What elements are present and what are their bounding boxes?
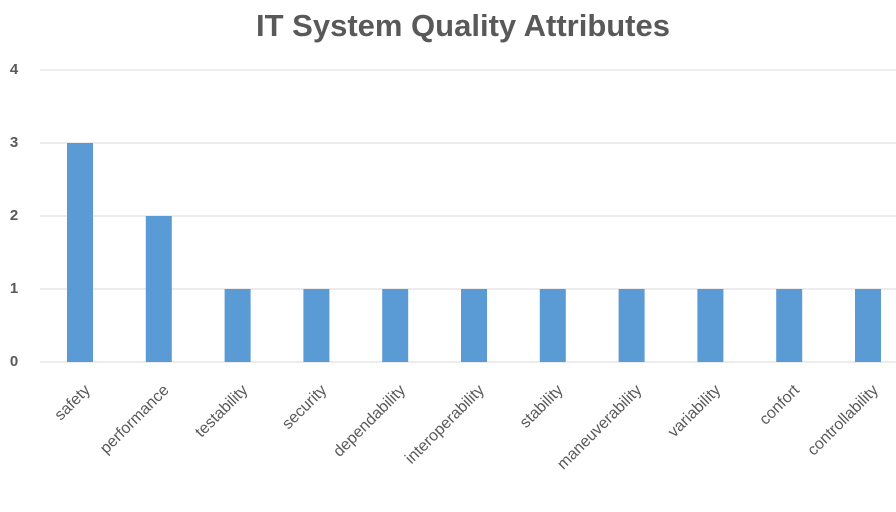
- bar: [303, 289, 330, 362]
- x-tick-label: maneuverability: [554, 382, 645, 473]
- y-tick-label: 2: [10, 207, 18, 224]
- x-tick-label: controllability: [804, 382, 881, 459]
- x-tick-label: interoperability: [402, 382, 488, 468]
- x-tick-label: variability: [665, 382, 724, 441]
- x-tick-label: safety: [52, 382, 94, 424]
- x-tick-label: testability: [192, 382, 251, 441]
- bar: [618, 289, 645, 362]
- x-tick-label: confort: [756, 381, 803, 428]
- x-tick-label: dependability: [330, 382, 409, 461]
- x-tick-label: performance: [97, 382, 173, 458]
- bar: [67, 143, 93, 362]
- bar: [539, 289, 566, 362]
- x-tick-label: security: [279, 382, 330, 433]
- bar: [382, 289, 409, 362]
- y-tick-label: 0: [10, 353, 18, 370]
- bar: [855, 289, 881, 362]
- y-tick-label: 3: [10, 134, 18, 151]
- bar: [461, 289, 487, 362]
- bar: [224, 289, 251, 362]
- x-tick-label: stability: [517, 382, 567, 432]
- y-tick-label: 1: [10, 280, 18, 297]
- bar: [776, 289, 803, 362]
- bar: [697, 289, 724, 362]
- bar: [145, 216, 172, 362]
- chart-title: IT System Quality Attributes: [256, 8, 670, 43]
- y-tick-label: 4: [10, 61, 19, 78]
